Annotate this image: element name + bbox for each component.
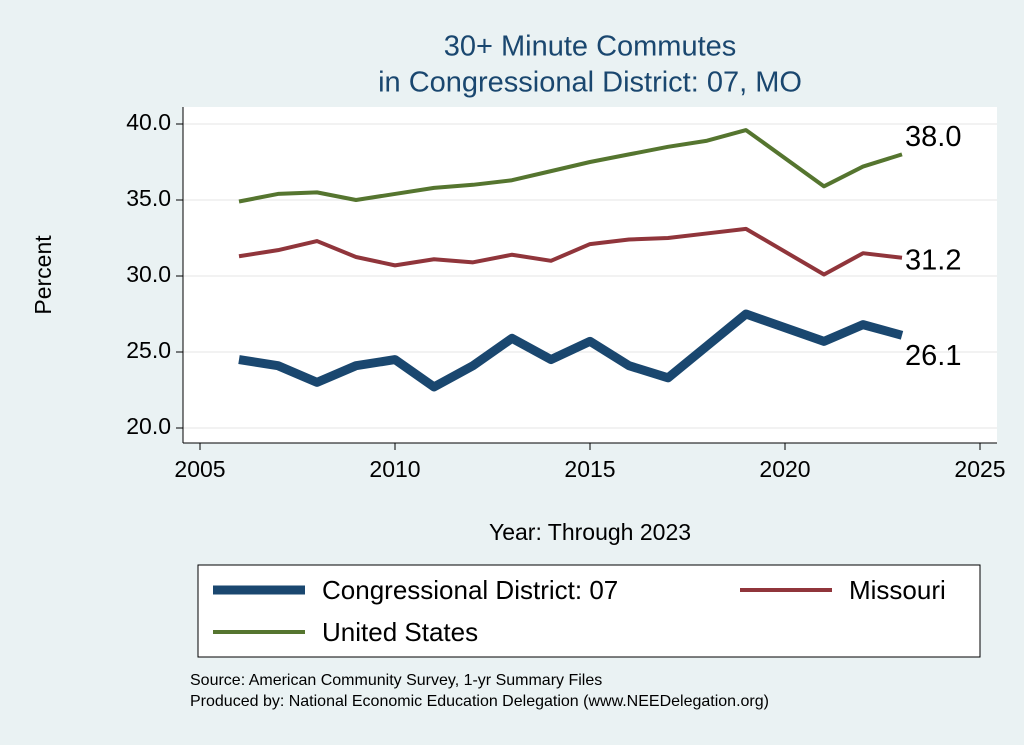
end-label: 26.1 <box>905 340 961 372</box>
y-tick-label: 35.0 <box>126 185 171 211</box>
x-tick-label: 2005 <box>174 456 225 482</box>
end-label: 38.0 <box>905 121 961 153</box>
chart-title: in Congressional District: 07, MO <box>378 67 802 99</box>
source-note: Produced by: National Economic Education… <box>190 693 769 710</box>
legend-label: United States <box>322 617 478 647</box>
series-line <box>238 128 903 204</box>
y-tick-label: 30.0 <box>126 261 171 287</box>
x-axis-label: Year: Through 2023 <box>489 519 691 545</box>
legend-label: Missouri <box>849 575 946 605</box>
y-tick-label: 20.0 <box>126 413 171 439</box>
y-axis-label: Percent <box>30 235 56 315</box>
source-note: Source: American Community Survey, 1-yr … <box>190 672 602 689</box>
x-tick-label: 2010 <box>369 456 420 482</box>
series-line <box>238 309 904 392</box>
chart-title: 30+ Minute Commutes <box>444 31 737 63</box>
y-tick-label: 25.0 <box>126 337 171 363</box>
x-tick-label: 2025 <box>954 456 1005 482</box>
x-tick-label: 2015 <box>564 456 615 482</box>
end-label: 31.2 <box>905 244 961 276</box>
series-line <box>238 226 903 277</box>
y-tick-label: 40.0 <box>126 109 171 135</box>
legend <box>197 564 981 658</box>
x-tick-label: 2020 <box>759 456 810 482</box>
legend-label: Congressional District: 07 <box>322 575 618 605</box>
plot-area <box>183 107 997 443</box>
